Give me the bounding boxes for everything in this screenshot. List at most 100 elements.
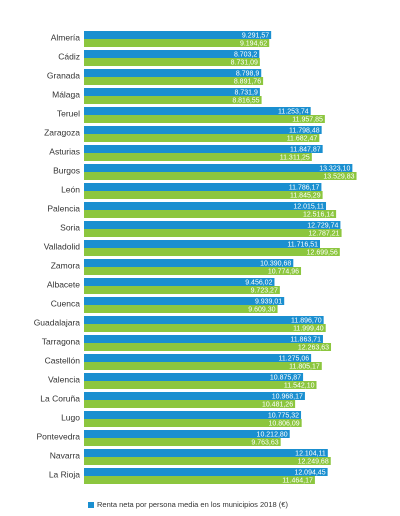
bar-renta-2018 bbox=[84, 145, 323, 153]
bar-value-label: 11.999,40 bbox=[293, 326, 324, 333]
bar-series-2 bbox=[84, 438, 281, 446]
bar-series-2 bbox=[84, 58, 260, 66]
legend-label-renta: Renta neta por persona media en los muni… bbox=[97, 500, 288, 509]
bar-renta-2018 bbox=[84, 297, 285, 305]
bar-series-2 bbox=[84, 381, 317, 389]
bar-value-label: 9.763,63 bbox=[251, 440, 278, 447]
bar-series-2 bbox=[84, 362, 322, 370]
legend-swatch-renta bbox=[88, 502, 94, 509]
bar-value-label: 11.845,29 bbox=[290, 193, 321, 200]
bar-value-label: 11.716,51 bbox=[287, 242, 318, 249]
bar-series-2 bbox=[84, 248, 340, 256]
bar-series-2 bbox=[84, 286, 280, 294]
bar-value-label: 8.798,9 bbox=[236, 71, 259, 78]
category-label: Soria bbox=[60, 223, 80, 233]
bar-renta-2018 bbox=[84, 126, 322, 134]
bar-value-label: 10.212,80 bbox=[257, 432, 288, 439]
bar-value-label: 10.775,32 bbox=[268, 413, 299, 420]
bar-value-label: 10.806,09 bbox=[269, 421, 300, 428]
bar-value-label: 11.805,17 bbox=[289, 364, 320, 371]
bar-value-label: 13.323,10 bbox=[319, 166, 350, 173]
bar-value-label: 9.723,27 bbox=[251, 288, 278, 295]
bar-series-2 bbox=[84, 39, 270, 47]
category-label: Teruel bbox=[57, 109, 80, 119]
category-label: Zamora bbox=[51, 261, 81, 271]
bar-value-label: 11.253,74 bbox=[278, 109, 309, 116]
bar-value-label: 11.311,25 bbox=[280, 155, 310, 162]
category-label: Valencia bbox=[48, 375, 80, 385]
bar-series-2 bbox=[84, 324, 326, 332]
category-label: Navarra bbox=[50, 451, 81, 461]
bar-value-label: 11.275,06 bbox=[278, 356, 309, 363]
category-label: Almería bbox=[51, 33, 81, 43]
bar-value-label: 12.729,74 bbox=[307, 223, 338, 230]
bar-renta-2018 bbox=[84, 50, 260, 58]
bar-value-label: 10.774,96 bbox=[268, 269, 299, 276]
bar-renta-2018 bbox=[84, 202, 327, 210]
bar-value-label: 12.104,11 bbox=[295, 451, 326, 458]
bar-series-2 bbox=[84, 400, 296, 408]
bar-value-label: 8.731,09 bbox=[231, 60, 258, 67]
bar-value-label: 9.291,57 bbox=[242, 33, 269, 40]
bar-value-label: 10.481,26 bbox=[262, 402, 293, 409]
bar-value-label: 11.863,71 bbox=[290, 337, 321, 344]
category-label: Granada bbox=[47, 71, 80, 81]
category-label: Cádiz bbox=[58, 52, 80, 62]
bar-value-label: 13.529,83 bbox=[323, 174, 354, 181]
category-label: La Coruña bbox=[40, 394, 80, 404]
bar-renta-2018 bbox=[84, 164, 353, 172]
bar-value-label: 9.456,02 bbox=[245, 280, 272, 287]
bar-value-label: 12.094,45 bbox=[294, 470, 325, 477]
bar-renta-2018 bbox=[84, 316, 324, 324]
bar-value-label: 9.939,01 bbox=[255, 299, 282, 306]
category-label: Valladolid bbox=[44, 242, 81, 252]
category-label: Palencia bbox=[47, 204, 80, 214]
bar-renta-2018 bbox=[84, 240, 321, 248]
category-label: Albacete bbox=[47, 280, 80, 290]
bar-series-2 bbox=[84, 115, 325, 123]
bar-value-label: 8.731,9 bbox=[235, 90, 258, 97]
bar-series-2 bbox=[84, 457, 331, 465]
category-label: Castellón bbox=[45, 356, 81, 366]
bar-value-label: 12.787,21 bbox=[308, 231, 339, 238]
bar-value-label: 11.957,85 bbox=[292, 117, 323, 124]
category-label: Zaragoza bbox=[44, 128, 80, 138]
bar-renta-2018 bbox=[84, 468, 328, 476]
bar-value-label: 11.786,17 bbox=[289, 185, 320, 192]
bar-value-label: 10.390,68 bbox=[260, 261, 291, 268]
bar-renta-2018 bbox=[84, 392, 305, 400]
bar-renta-2018 bbox=[84, 107, 311, 115]
category-label: La Rioja bbox=[49, 470, 80, 480]
bar-renta-2018 bbox=[84, 335, 323, 343]
bar-value-label: 8.703,2 bbox=[234, 52, 257, 59]
bar-series-2 bbox=[84, 77, 264, 85]
bar-value-label: 9.609,30 bbox=[248, 307, 275, 314]
category-label: Tarragona bbox=[42, 337, 81, 347]
bar-value-label: 11.682,47 bbox=[287, 136, 318, 143]
bar-value-label: 8.816,55 bbox=[232, 98, 259, 105]
bar-value-label: 12.015,11 bbox=[293, 204, 324, 211]
bar-series-2 bbox=[84, 305, 278, 313]
category-label: Burgos bbox=[53, 166, 80, 176]
bar-value-label: 10.968,17 bbox=[272, 394, 303, 401]
bar-renta-2018 bbox=[84, 31, 272, 39]
bar-series-2 bbox=[84, 134, 320, 142]
category-label: Asturias bbox=[49, 147, 80, 157]
bar-renta-2018 bbox=[84, 411, 302, 419]
bar-value-label: 12.699,56 bbox=[307, 250, 338, 257]
bar-renta-2018 bbox=[84, 354, 312, 362]
bar-series-2 bbox=[84, 343, 332, 351]
bar-series-2 bbox=[84, 419, 302, 427]
category-label: Málaga bbox=[52, 90, 80, 100]
bar-renta-2018 bbox=[84, 183, 322, 191]
category-label: Cuenca bbox=[51, 299, 81, 309]
bar-value-label: 10.875,87 bbox=[270, 375, 301, 382]
bar-value-label: 11.464,17 bbox=[282, 478, 313, 485]
chart-legend: Renta neta por persona media en los muni… bbox=[88, 500, 398, 510]
bar-series-2 bbox=[84, 153, 312, 161]
bar-renta-2018 bbox=[84, 373, 304, 381]
bar-value-label: 11.896,70 bbox=[291, 318, 322, 325]
bar-renta-2018 bbox=[84, 69, 262, 77]
category-label: Guadalajara bbox=[34, 318, 81, 328]
